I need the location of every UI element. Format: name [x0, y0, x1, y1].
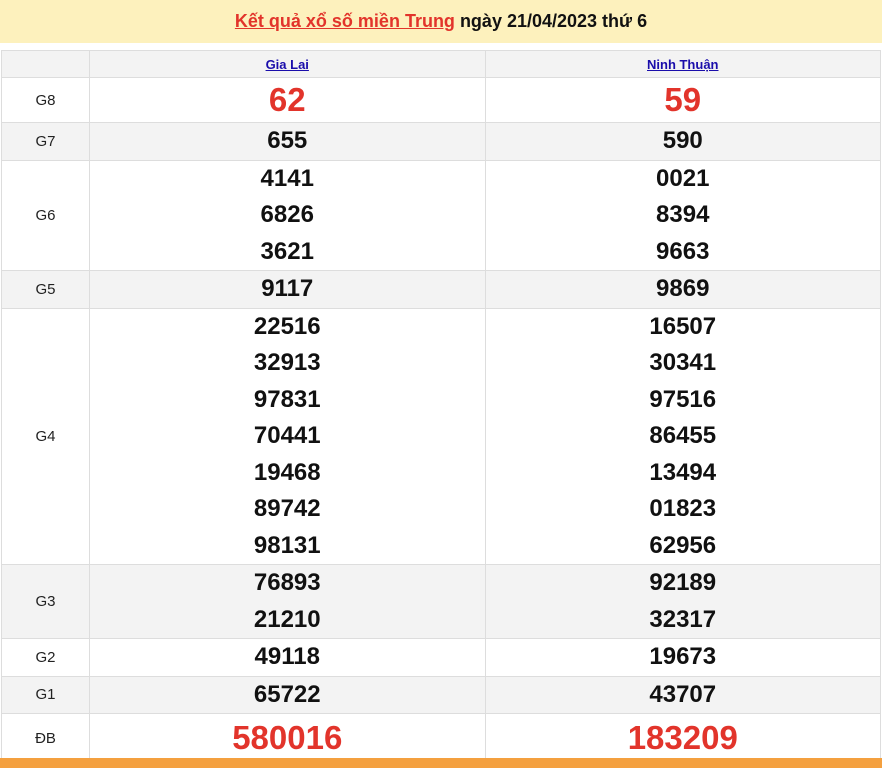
prize-number: 59: [664, 81, 702, 118]
prize-number: 13494: [649, 458, 717, 486]
prize-cell: 49118: [89, 638, 486, 677]
prize-label: G2: [1, 638, 90, 677]
prize-number: 580016: [232, 719, 343, 756]
prize-number: 01823: [649, 495, 717, 522]
prize-cell: 16507 30341 97516 86455 13494 01823 62956: [484, 307, 881, 565]
prize-number: 19673: [649, 643, 717, 670]
results-table: Gia Lai Ninh Thuận G8 62 59 G7 655 590 G6 4141 6…: [1, 50, 881, 763]
prize-cell: 4141 6826 3621: [89, 159, 486, 271]
prize-number: 49118: [254, 643, 320, 670]
prize-row-g7: G7 655 590: [1, 122, 881, 161]
prize-row-g1: G1 65722 43707: [1, 675, 881, 714]
prize-cell: 580016: [89, 713, 486, 763]
prize-number: 89742: [253, 495, 321, 522]
prize-number: 590: [662, 127, 703, 154]
prize-cell: 43707: [484, 675, 881, 714]
prize-cell: 19673: [484, 638, 881, 677]
prize-number: 62956: [649, 531, 717, 559]
prize-number: 9117: [261, 275, 314, 302]
corner-cell: [1, 50, 90, 78]
footer-bar: [0, 758, 882, 768]
prize-number: 32317: [649, 605, 717, 633]
prize-cell: 183209: [484, 713, 881, 763]
prize-number: 183209: [627, 719, 738, 756]
prize-cell: 76893 21210: [89, 564, 486, 639]
prize-number: 62: [268, 81, 306, 118]
prize-number: 16507: [649, 312, 717, 340]
prize-cell: 92189 32317: [484, 564, 881, 639]
prize-number: 0021: [656, 164, 710, 192]
prize-label: ĐB: [1, 713, 90, 763]
prize-number: 65722: [253, 680, 321, 708]
prize-row-g6: G6 4141 6826 3621 0021 8394 9663: [1, 159, 881, 271]
province-header: Ninh Thuận: [484, 50, 881, 78]
prize-row-g3: G3 76893 21210 92189 32317: [1, 564, 881, 639]
prize-label: G4: [1, 307, 90, 565]
prize-number: 22516: [253, 312, 321, 340]
prize-row-g4: G4 22516 32913 97831 70441 19468 89742 98131 165…: [1, 307, 881, 565]
prize-number: 9869: [656, 275, 710, 302]
prize-cell: 62: [89, 77, 486, 123]
header-row: Gia Lai Ninh Thuận: [1, 50, 881, 78]
prize-number: 8394: [656, 201, 710, 228]
prize-number: 97831: [253, 385, 321, 413]
prize-label: G8: [1, 77, 90, 123]
province-link-gia-lai[interactable]: Gia Lai: [265, 56, 309, 72]
prize-cell: 0021 8394 9663: [484, 159, 881, 271]
prize-cell: 9117: [89, 270, 486, 309]
prize-number: 92189: [649, 569, 717, 596]
prize-label: G6: [1, 159, 90, 271]
prize-row-g8: G8 62 59: [1, 77, 881, 123]
page-title: Kết quả xổ số miền Trung ngày 21/04/2023…: [0, 0, 882, 43]
prize-row-đb: ĐB 580016 183209: [1, 713, 881, 763]
prize-number: 4141: [260, 164, 314, 192]
prize-label: G5: [1, 270, 90, 309]
prize-number: 21210: [253, 605, 321, 633]
prize-number: 19468: [253, 458, 321, 486]
prize-number: 43707: [649, 680, 717, 708]
prize-number: 76893: [253, 569, 321, 596]
prize-number: 70441: [253, 422, 321, 449]
prize-number: 6826: [260, 201, 314, 228]
prize-row-g5: G5 9117 9869: [1, 270, 881, 309]
prize-cell: 655: [89, 122, 486, 161]
prize-number: 30341: [649, 349, 717, 376]
prize-cell: 9869: [484, 270, 881, 309]
prize-row-g2: G2 49118 19673: [1, 638, 881, 677]
prize-cell: 22516 32913 97831 70441 19468 89742 98131: [89, 307, 486, 565]
province-header: Gia Lai: [89, 50, 486, 78]
prize-number: 97516: [649, 385, 717, 413]
prize-cell: 590: [484, 122, 881, 161]
province-link-ninh-thuan[interactable]: Ninh Thuận: [647, 56, 719, 72]
prize-number: 86455: [649, 422, 717, 449]
title-link[interactable]: Kết quả xổ số miền Trung: [234, 11, 455, 31]
prize-label: G3: [1, 564, 90, 639]
prize-cell: 65722: [89, 675, 486, 714]
prize-label: G7: [1, 122, 90, 161]
prize-number: 3621: [260, 237, 314, 265]
prize-cell: 59: [484, 77, 881, 123]
prize-number: 32913: [253, 349, 321, 376]
prize-label: G1: [1, 675, 90, 714]
prize-number: 9663: [656, 237, 710, 265]
prize-number: 98131: [253, 531, 321, 559]
title-date: ngày 21/04/2023 thứ 6: [459, 11, 648, 31]
prize-number: 655: [267, 127, 308, 154]
